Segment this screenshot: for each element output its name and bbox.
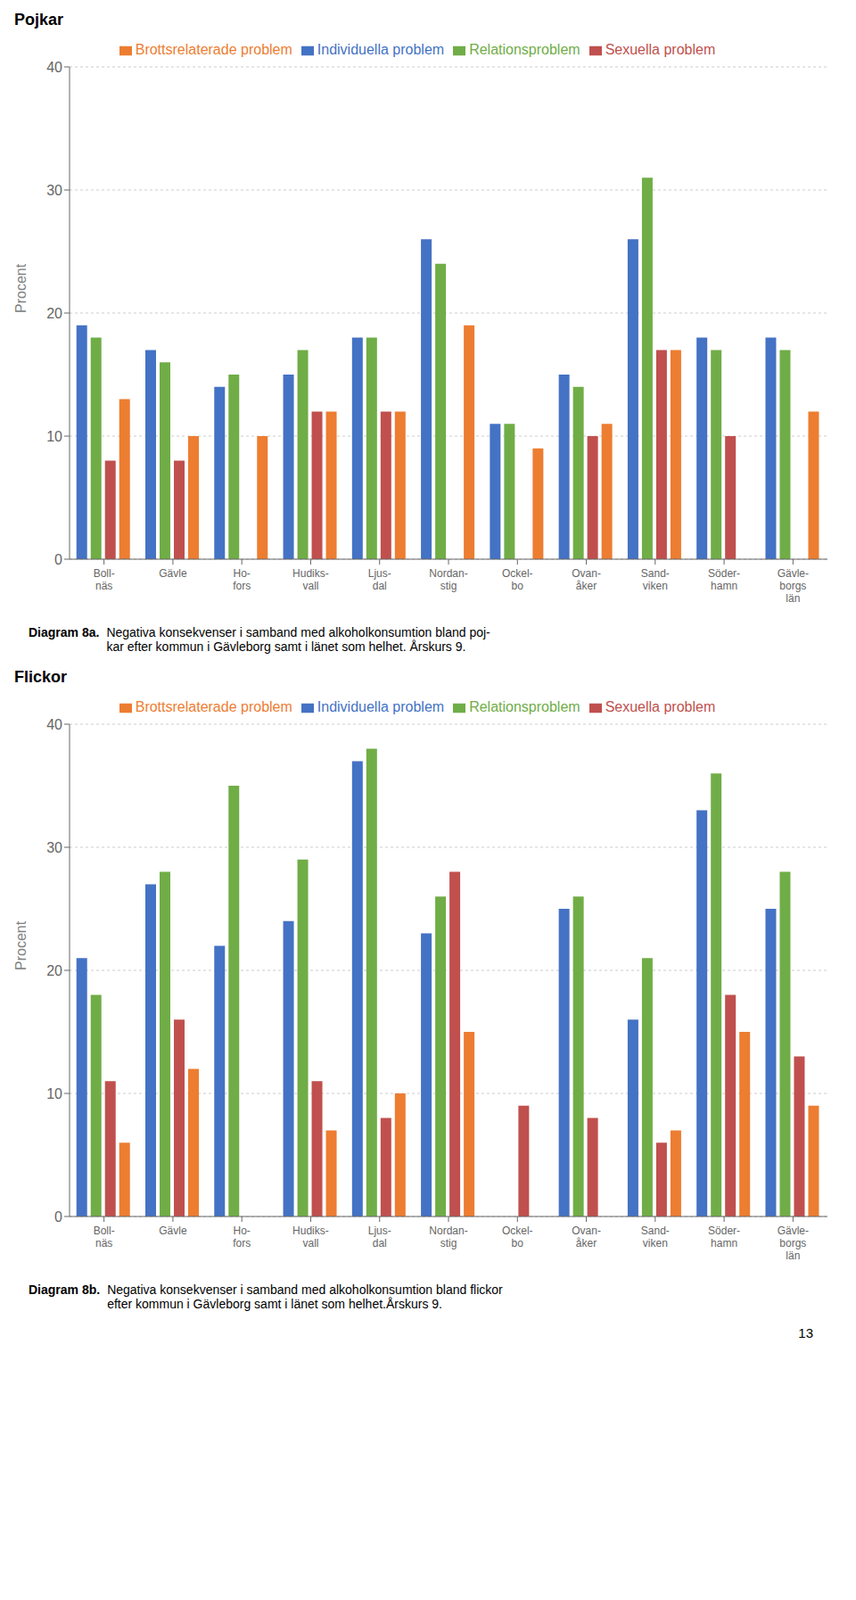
svg-text:Söder-hamn: Söder-hamn	[707, 567, 741, 593]
svg-text:Ho-fors: Ho-fors	[232, 567, 251, 593]
svg-text:Ovan-åker: Ovan-åker	[571, 1224, 601, 1250]
svg-text:Procent: Procent	[13, 920, 29, 971]
svg-text:Hudiks-vall: Hudiks-vall	[292, 567, 330, 593]
svg-text:Ockel-bo: Ockel-bo	[502, 1224, 534, 1250]
svg-text:Gävle-borgslän: Gävle-borgslän	[777, 1224, 809, 1262]
html-text:Sexuella problem: Sexuella problem	[605, 699, 716, 715]
html-text:13: 13	[798, 1325, 814, 1341]
svg-text:Ljus-dal: Ljus-dal	[368, 567, 392, 593]
html-text:Brottsrelaterade problem: Brottsrelaterade problem	[135, 699, 293, 715]
svg-text:10: 10	[46, 1086, 63, 1102]
svg-text:Gävle-borgslän: Gävle-borgslän	[777, 567, 809, 605]
svg-text:Söder-hamn: Söder-hamn	[707, 1224, 741, 1250]
html-text:Pojkar: Pojkar	[14, 10, 64, 29]
svg-text:Sand-viken: Sand-viken	[641, 567, 670, 593]
html-text:Individuella problem: Individuella problem	[317, 699, 445, 715]
svg-text:Boll-näs: Boll-näs	[93, 1224, 116, 1250]
svg-text:Gävle: Gävle	[158, 567, 188, 580]
svg-text:20: 20	[46, 305, 63, 321]
svg-text:40: 40	[46, 716, 63, 733]
svg-text:30: 30	[46, 839, 63, 856]
html-text:Diagram 8b.: Diagram 8b.	[28, 1282, 100, 1297]
svg-text:20: 20	[46, 963, 63, 979]
html-text:Relationsproblem: Relationsproblem	[469, 41, 581, 58]
svg-text:Procent: Procent	[13, 263, 29, 313]
html-text:Negativa konsekvenser i samban: Negativa konsekvenser i samband med alko…	[106, 625, 491, 654]
html-text:Sexuella problem: Sexuella problem	[605, 41, 716, 58]
svg-text:Ovan-åker: Ovan-åker	[571, 567, 601, 593]
svg-text:Gävle: Gävle	[158, 1224, 188, 1237]
svg-text:Ho-fors: Ho-fors	[232, 1224, 251, 1250]
svg-text:40: 40	[46, 59, 63, 75]
html-text:Diagram 8a.: Diagram 8a.	[28, 625, 100, 640]
html-text:Flickor: Flickor	[14, 667, 67, 686]
html-text:Individuella problem: Individuella problem	[317, 41, 445, 58]
svg-text:Sand-viken: Sand-viken	[641, 1224, 670, 1250]
svg-text:Nordan-stig: Nordan-stig	[428, 1224, 468, 1250]
svg-text:Hudiks-vall: Hudiks-vall	[292, 1224, 330, 1250]
html-text:Negativa konsekvenser i samban: Negativa konsekvenser i samband med alko…	[107, 1282, 503, 1311]
svg-text:30: 30	[46, 182, 63, 198]
svg-text:0: 0	[54, 551, 63, 568]
svg-text:Ockel-bo: Ockel-bo	[502, 567, 534, 593]
svg-text:10: 10	[46, 428, 63, 445]
html-text:Relationsproblem: Relationsproblem	[469, 699, 581, 715]
svg-text:0: 0	[54, 1209, 63, 1225]
svg-text:Boll-näs: Boll-näs	[93, 567, 116, 593]
html-text:Brottsrelaterade problem: Brottsrelaterade problem	[135, 41, 293, 58]
svg-text:Ljus-dal: Ljus-dal	[368, 1224, 392, 1250]
svg-text:Nordan-stig: Nordan-stig	[428, 567, 468, 593]
